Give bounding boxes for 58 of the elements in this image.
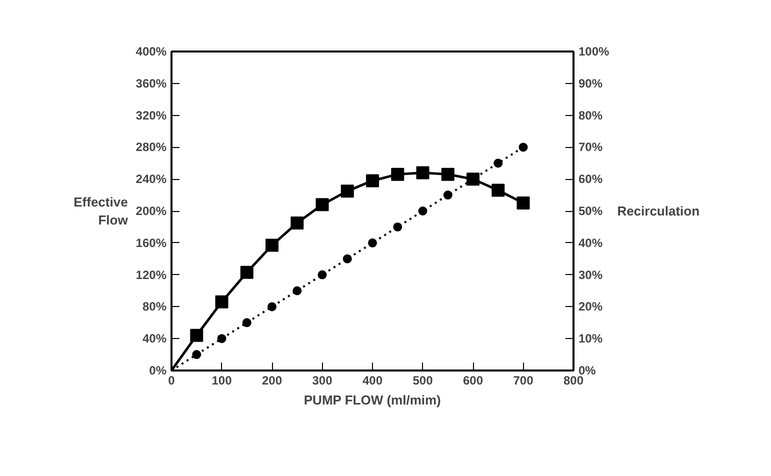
y-axis-title: Effective Flow <box>74 194 129 228</box>
y-tick-label: 240% <box>136 172 167 186</box>
x-tick-label: 500 <box>412 374 434 388</box>
point <box>391 168 404 181</box>
y-tick-label: 280% <box>136 140 167 154</box>
point <box>217 334 226 344</box>
point <box>240 266 254 279</box>
x-tick-label: 600 <box>462 374 484 388</box>
x-tick-label: 400 <box>362 374 383 388</box>
y2-tick-label: 30% <box>578 268 603 282</box>
point <box>340 184 354 198</box>
x-tick-label: 0 <box>168 374 176 388</box>
y-tick-label: 80% <box>142 300 167 314</box>
point <box>318 270 327 280</box>
y2-tick-label: 40% <box>578 236 603 250</box>
point <box>316 198 329 212</box>
point <box>290 216 304 230</box>
y2-tick-label: 70% <box>578 140 603 154</box>
y-tick-label: 120% <box>136 268 167 282</box>
point <box>494 158 503 168</box>
point <box>492 184 505 197</box>
y2-tick-label: 10% <box>578 332 603 346</box>
point <box>393 222 402 232</box>
y2-tick-label: 90% <box>578 76 603 90</box>
x-axis-title: PUMP FLOW (ml/mim) <box>304 392 441 408</box>
point <box>192 350 202 360</box>
point <box>416 166 430 180</box>
point <box>443 190 452 200</box>
y2-tick-label: 100% <box>578 44 610 58</box>
y2-axis-title: Recirculation <box>617 204 700 218</box>
y-tick-label: 40% <box>142 332 167 346</box>
point <box>342 254 352 264</box>
point <box>292 286 302 296</box>
point <box>215 295 228 308</box>
y2-tick-label: 20% <box>578 300 603 314</box>
point <box>242 318 252 328</box>
y-tick-label: 400% <box>136 44 167 58</box>
point <box>368 238 377 248</box>
y2-tick-label: 80% <box>578 108 603 122</box>
point <box>518 142 528 152</box>
point <box>268 302 276 312</box>
point <box>516 196 530 210</box>
x-tick-label: 300 <box>312 374 333 388</box>
y-tick-label: 320% <box>136 108 167 122</box>
point <box>190 328 204 342</box>
y-tick-label: 0% <box>149 364 167 378</box>
x-tick-label: 200 <box>262 374 282 388</box>
y2-tick-label: 50% <box>578 204 603 218</box>
y-tick-label: 360% <box>136 76 167 90</box>
point <box>366 174 379 188</box>
y-tick-label: 160% <box>136 236 167 250</box>
x-tick-label: 700 <box>513 374 534 388</box>
point <box>418 206 428 216</box>
x-tick-label: 100 <box>212 374 232 388</box>
y-tick-label: 200% <box>136 204 167 218</box>
y2-tick-label: 60% <box>578 172 603 186</box>
point <box>266 238 278 252</box>
point <box>441 168 454 181</box>
